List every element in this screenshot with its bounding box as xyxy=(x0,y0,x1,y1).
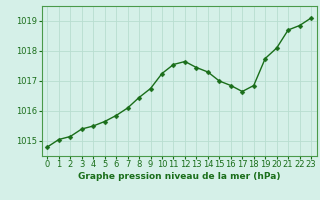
X-axis label: Graphe pression niveau de la mer (hPa): Graphe pression niveau de la mer (hPa) xyxy=(78,172,280,181)
